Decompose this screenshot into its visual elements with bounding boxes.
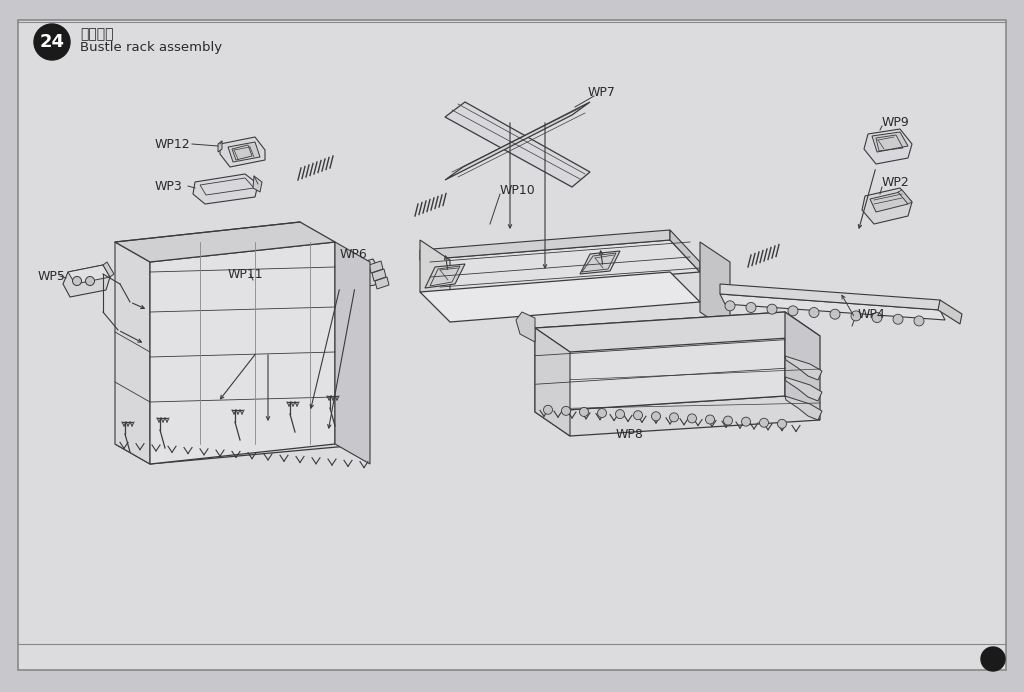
Polygon shape bbox=[68, 265, 110, 284]
Circle shape bbox=[597, 408, 606, 417]
Text: 栅栏组装: 栅栏组装 bbox=[80, 27, 114, 41]
Circle shape bbox=[85, 277, 94, 286]
Circle shape bbox=[767, 304, 777, 314]
Text: WP6: WP6 bbox=[340, 248, 368, 260]
Polygon shape bbox=[420, 272, 700, 322]
Circle shape bbox=[746, 302, 756, 313]
Polygon shape bbox=[372, 269, 386, 281]
Circle shape bbox=[634, 410, 642, 419]
Text: WP11: WP11 bbox=[228, 268, 263, 280]
Circle shape bbox=[872, 313, 882, 322]
Polygon shape bbox=[785, 312, 820, 420]
Circle shape bbox=[981, 647, 1005, 671]
Polygon shape bbox=[785, 396, 822, 420]
Text: WP8: WP8 bbox=[616, 428, 644, 441]
Polygon shape bbox=[220, 137, 265, 167]
Polygon shape bbox=[864, 129, 912, 164]
Text: WP10: WP10 bbox=[500, 183, 536, 197]
Polygon shape bbox=[872, 132, 908, 152]
Polygon shape bbox=[249, 280, 260, 346]
Polygon shape bbox=[862, 188, 912, 224]
Polygon shape bbox=[898, 190, 912, 204]
Polygon shape bbox=[375, 277, 389, 289]
Circle shape bbox=[725, 301, 735, 311]
Polygon shape bbox=[228, 142, 260, 162]
Polygon shape bbox=[445, 102, 590, 180]
Circle shape bbox=[830, 309, 840, 319]
Text: Bustle rack assembly: Bustle rack assembly bbox=[80, 41, 222, 53]
Circle shape bbox=[670, 413, 679, 422]
Polygon shape bbox=[259, 280, 270, 346]
Circle shape bbox=[809, 307, 819, 318]
Polygon shape bbox=[785, 356, 822, 380]
Polygon shape bbox=[335, 242, 370, 464]
Polygon shape bbox=[103, 262, 114, 277]
Polygon shape bbox=[218, 141, 222, 152]
Polygon shape bbox=[785, 377, 822, 401]
Polygon shape bbox=[425, 264, 465, 288]
Circle shape bbox=[687, 414, 696, 423]
Text: WP4: WP4 bbox=[858, 307, 886, 320]
Polygon shape bbox=[938, 300, 962, 324]
Polygon shape bbox=[720, 294, 945, 320]
Circle shape bbox=[724, 416, 732, 425]
Polygon shape bbox=[670, 230, 700, 272]
Polygon shape bbox=[420, 230, 670, 260]
Circle shape bbox=[34, 24, 70, 60]
Polygon shape bbox=[150, 242, 335, 464]
Polygon shape bbox=[535, 396, 820, 436]
Circle shape bbox=[760, 418, 768, 427]
Polygon shape bbox=[369, 261, 383, 273]
Polygon shape bbox=[253, 176, 262, 192]
Polygon shape bbox=[535, 312, 785, 412]
Text: 24: 24 bbox=[40, 33, 65, 51]
Polygon shape bbox=[115, 242, 150, 464]
Circle shape bbox=[561, 406, 570, 415]
Polygon shape bbox=[115, 424, 370, 464]
Circle shape bbox=[651, 412, 660, 421]
Polygon shape bbox=[720, 284, 940, 310]
Polygon shape bbox=[516, 312, 535, 342]
Polygon shape bbox=[63, 265, 110, 297]
Circle shape bbox=[580, 408, 589, 417]
Polygon shape bbox=[420, 240, 450, 312]
Polygon shape bbox=[342, 259, 380, 289]
Polygon shape bbox=[193, 174, 258, 204]
Circle shape bbox=[741, 417, 751, 426]
Text: WP5: WP5 bbox=[38, 269, 66, 282]
Text: WP12: WP12 bbox=[155, 138, 190, 150]
Circle shape bbox=[615, 410, 625, 419]
Circle shape bbox=[544, 406, 553, 415]
Circle shape bbox=[788, 306, 798, 316]
Circle shape bbox=[706, 415, 715, 424]
Text: WP7: WP7 bbox=[588, 86, 615, 98]
Polygon shape bbox=[535, 312, 820, 352]
Polygon shape bbox=[700, 242, 730, 332]
Circle shape bbox=[893, 314, 903, 325]
Text: WP2: WP2 bbox=[882, 176, 909, 188]
Polygon shape bbox=[420, 240, 700, 292]
Polygon shape bbox=[115, 222, 335, 262]
Circle shape bbox=[73, 277, 82, 286]
Circle shape bbox=[851, 311, 861, 321]
Circle shape bbox=[914, 316, 924, 326]
Polygon shape bbox=[870, 192, 908, 212]
Text: WP3: WP3 bbox=[155, 179, 182, 192]
Polygon shape bbox=[445, 102, 590, 187]
Text: WP9: WP9 bbox=[882, 116, 909, 129]
Circle shape bbox=[777, 419, 786, 428]
Polygon shape bbox=[580, 251, 620, 274]
Polygon shape bbox=[535, 328, 570, 436]
